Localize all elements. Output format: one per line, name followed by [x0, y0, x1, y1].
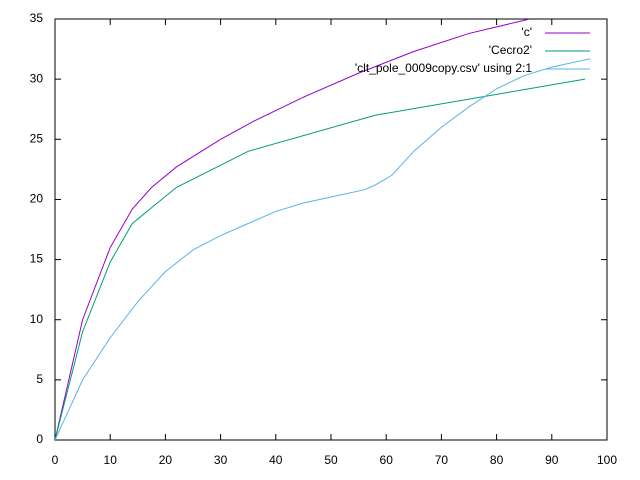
plot-border	[54, 18, 608, 441]
x-tick-label: 90	[545, 453, 559, 467]
legend-label: 'c'	[521, 25, 532, 39]
series-line	[55, 78, 586, 440]
y-tick-label: 35	[30, 11, 44, 25]
x-tick-label: 100	[597, 453, 617, 467]
x-tick-label: 50	[324, 453, 338, 467]
y-tick-label: 5	[36, 372, 43, 386]
y-tick-label: 25	[30, 131, 44, 145]
y-tick-label: 20	[30, 192, 44, 206]
y-tick-label: 30	[30, 71, 44, 85]
y-tick-label: 15	[30, 252, 44, 266]
x-tick-label: 30	[214, 453, 228, 467]
y-tick-label: 10	[30, 312, 44, 326]
legend-label: 'Cecro2'	[489, 43, 532, 57]
x-tick-label: 20	[159, 453, 173, 467]
y-tick-label: 0	[36, 432, 43, 446]
legend-label: 'clt_pole_0009copy.csv' using 2:1	[355, 61, 532, 75]
x-tick-label: 60	[380, 453, 394, 467]
x-tick-label: 0	[52, 453, 59, 467]
x-tick-label: 10	[104, 453, 118, 467]
series-line	[55, 58, 591, 440]
x-tick-label: 80	[490, 453, 504, 467]
x-tick-label: 70	[435, 453, 449, 467]
series-line	[55, 19, 530, 440]
x-tick-label: 40	[269, 453, 283, 467]
